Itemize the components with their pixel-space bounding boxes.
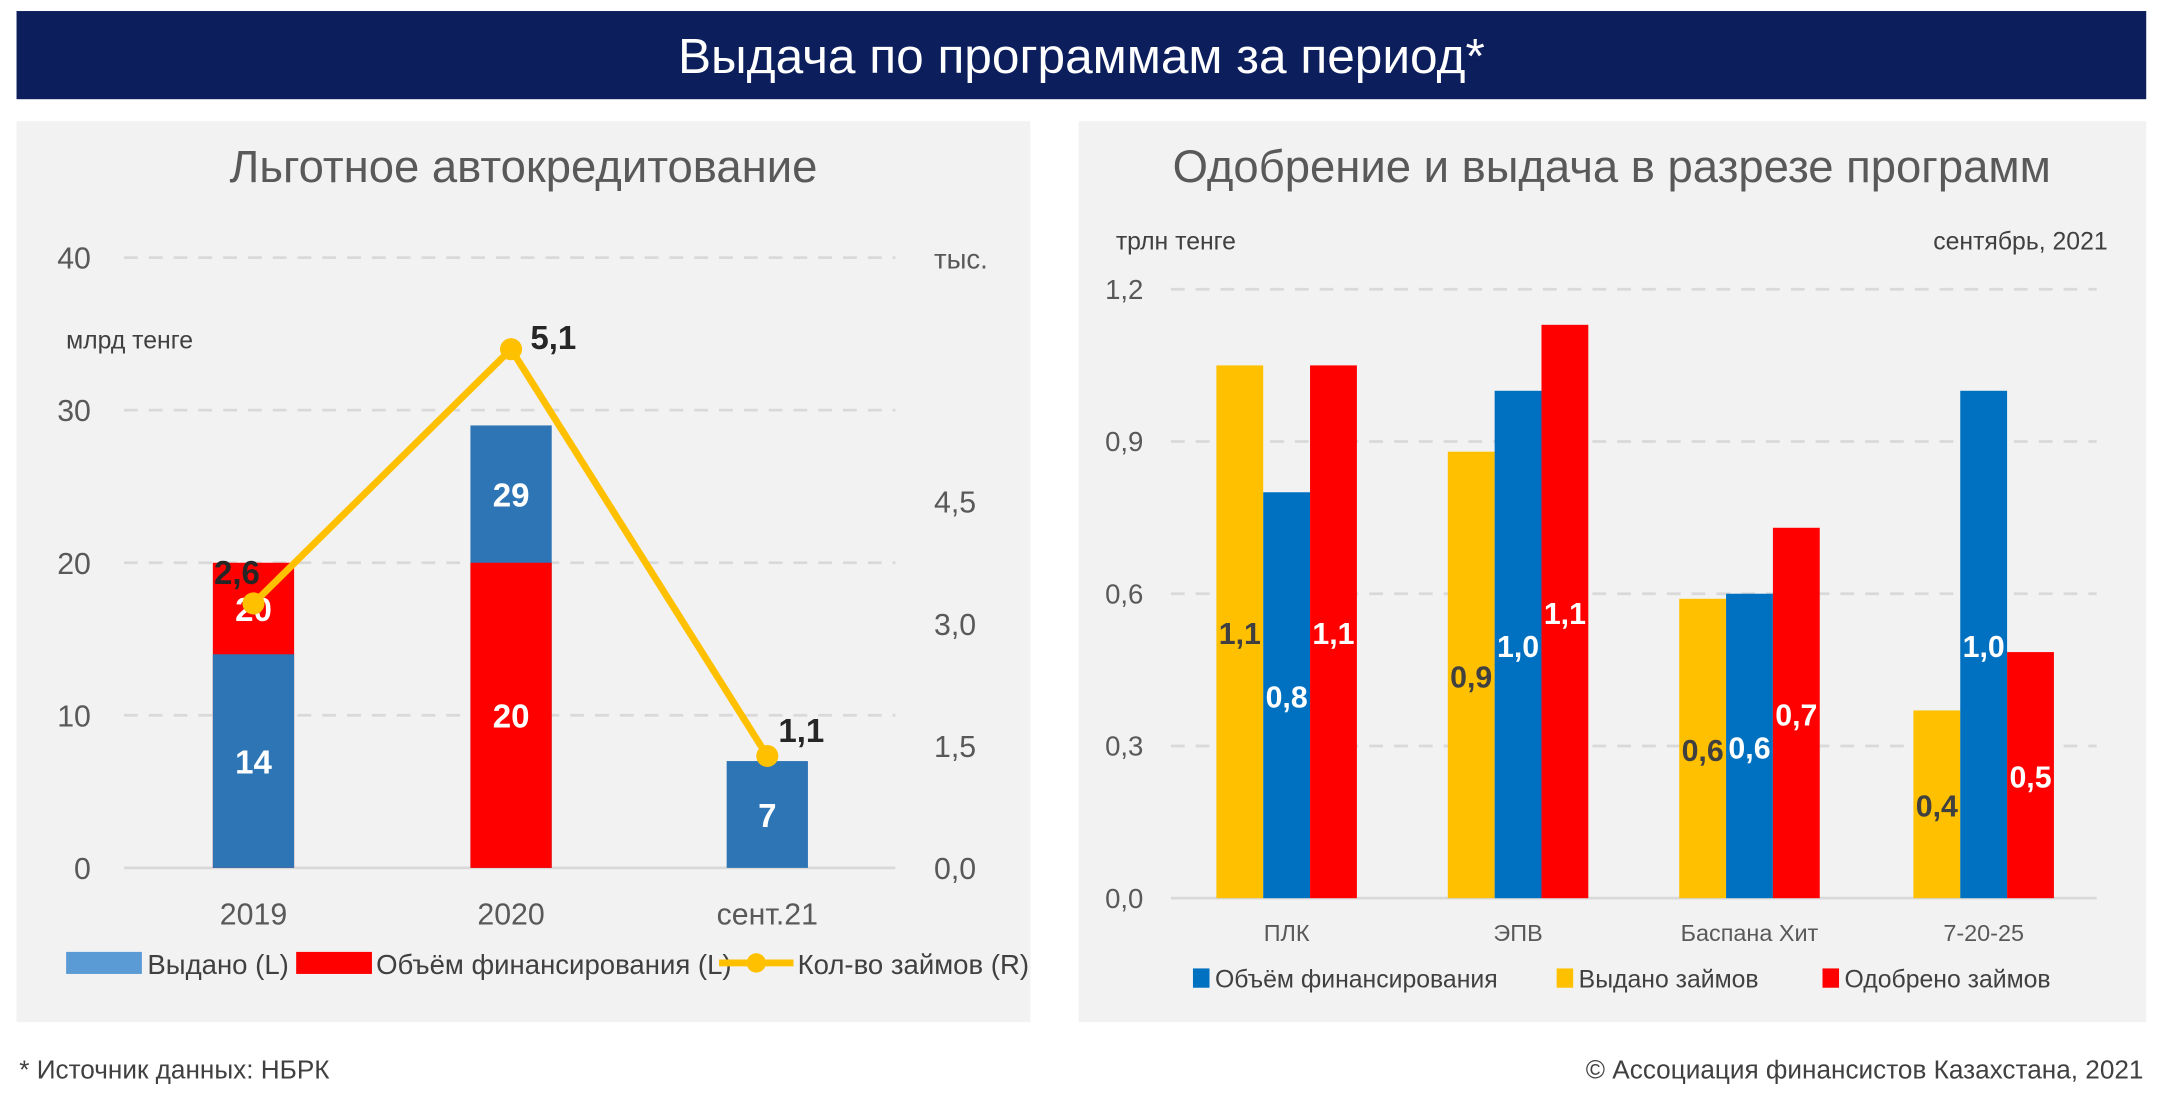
y2-tick-label: 4,5 (934, 487, 976, 520)
data-label: 0,6 (1728, 732, 1770, 765)
data-label: 1,1 (1219, 618, 1261, 651)
data-label: 29 (493, 477, 530, 514)
bar-odobreno-zaimov (1310, 365, 1357, 899)
legend-swatch-odobreno (1822, 968, 1840, 988)
legend-swatch-marker (746, 953, 766, 973)
x-tick-label: 2019 (220, 898, 287, 931)
right-chart-subtitle: сентябрь, 2021 (1933, 228, 2107, 255)
bar-obem-finansirovaniya (1263, 492, 1311, 899)
line-data-label: 2,6 (214, 555, 260, 592)
left-y2-axis-label: тыс. (934, 244, 988, 275)
y2-tick-label: 1,5 (934, 731, 976, 764)
y-tick-label: 0,6 (1105, 578, 1143, 609)
y-tick-label: 0,0 (1105, 883, 1143, 914)
legend-label-obem: Объём финансирования (L) (376, 949, 731, 980)
bar-vydano-zaimov (1216, 365, 1264, 899)
legend-swatch-vydano-zaimov (1556, 968, 1574, 988)
data-label: 0,9 (1450, 661, 1492, 694)
legend-label-vydano-zaimov: Выдано займов (1579, 967, 1759, 994)
legend-label-vydano: Выдано (L) (147, 949, 288, 980)
bar-obem (470, 562, 552, 868)
data-label: 0,5 (2009, 762, 2051, 795)
x-tick-label: ЭПВ (1493, 920, 1542, 946)
header-bar (16, 11, 2147, 100)
data-label: 14 (235, 744, 272, 781)
line-data-label: 5,1 (530, 320, 576, 357)
left-chart: 0102030400,01,53,04,52019201420202920сен… (57, 243, 976, 932)
legend-label-kolvo: Кол-во займов (R) (798, 949, 1029, 980)
right-chart-title: Одобрение и выдача в разрезе программ (1173, 141, 2051, 192)
left-y-axis-label: млрд тенге (66, 328, 193, 355)
x-tick-label: ПЛК (1264, 920, 1310, 946)
y-tick-label: 40 (57, 243, 91, 276)
y-tick-label: 0,9 (1105, 426, 1143, 457)
x-tick-label: 7-20-25 (1943, 920, 2024, 946)
y-tick-label: 30 (57, 395, 91, 428)
bar-obem-finansirovaniya (1494, 390, 1542, 899)
bar-odobreno-zaimov (2007, 652, 2054, 899)
data-label: 1,1 (1312, 618, 1354, 651)
bar-obem-finansirovaniya (1726, 593, 1773, 899)
legend-swatch-obem (296, 951, 372, 974)
y-tick-label: 10 (57, 700, 91, 733)
legend-swatch-vydano (66, 951, 142, 974)
data-label: 1,0 (1963, 631, 2005, 664)
left-chart-title: Льготное автокредитование (230, 141, 818, 192)
line-marker (242, 592, 265, 615)
data-label: 7 (758, 798, 776, 835)
x-tick-label: Баспана Хит (1681, 920, 1819, 946)
y-tick-label: 0 (74, 853, 91, 886)
bar-vydano-zaimov (1447, 451, 1495, 899)
bar-odobreno-zaimov (1541, 324, 1589, 899)
copyright: © Ассоциация финансистов Казахстана, 202… (1586, 1055, 2144, 1085)
data-label: 1,1 (1544, 598, 1586, 631)
data-label: 0,8 (1266, 682, 1308, 715)
bar-vydano-zaimov (1913, 710, 1961, 899)
x-tick-label: сент.21 (717, 898, 818, 931)
y2-tick-label: 3,0 (934, 609, 976, 642)
line-data-label: 1,1 (778, 713, 824, 750)
bar-odobreno-zaimov (1772, 527, 1820, 899)
right-chart: 0,00,30,60,91,2ПЛК1,10,81,1ЭПВ0,91,01,1Б… (1105, 274, 2097, 946)
bar-vydano (212, 654, 295, 868)
bar-vydano (726, 761, 808, 868)
page-title: Выдача по программам за период* (678, 28, 1485, 84)
legend-label-obem-fin: Объём финансирования (1215, 967, 1498, 994)
y2-tick-label: 0,0 (934, 853, 976, 886)
y-tick-label: 20 (57, 548, 91, 581)
line-marker (756, 744, 779, 768)
right-y-axis-label: трлн тенге (1116, 228, 1236, 255)
data-label: 1,0 (1497, 631, 1539, 664)
data-label: 0,4 (1916, 791, 1958, 824)
x-tick-label: 2020 (477, 898, 544, 931)
bar-vydano-zaimov (1679, 598, 1727, 899)
source-note: * Источник данных: НБРК (19, 1055, 330, 1085)
y-tick-label: 0,3 (1105, 731, 1143, 762)
data-label: 0,6 (1682, 735, 1724, 768)
data-label: 20 (493, 699, 530, 736)
legend-label-odobreno: Одобрено займов (1845, 967, 2051, 994)
data-label: 0,7 (1775, 699, 1817, 732)
y-tick-label: 1,2 (1105, 274, 1143, 305)
bar-obem-finansirovaniya (1960, 390, 2008, 899)
legend-swatch-obem-fin (1192, 968, 1210, 988)
line-marker (500, 338, 523, 361)
